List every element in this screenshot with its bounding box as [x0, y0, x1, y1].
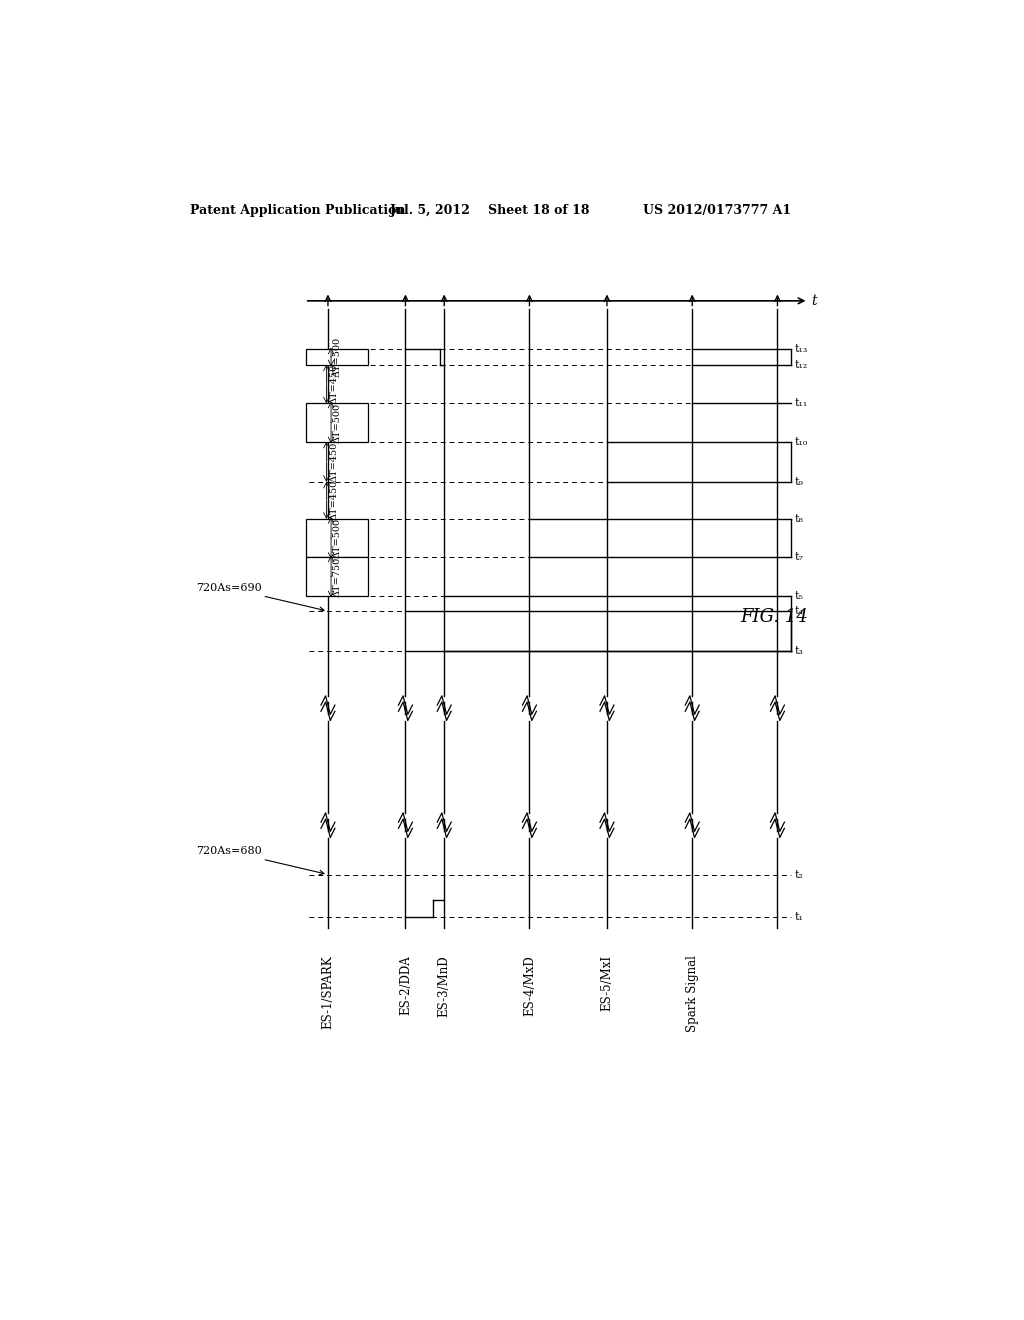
- Bar: [306, 557, 369, 595]
- Text: ΔT=450: ΔT=450: [330, 364, 339, 404]
- Text: ES-1/SPARK: ES-1/SPARK: [322, 956, 335, 1030]
- Text: Sheet 18 of 18: Sheet 18 of 18: [488, 205, 590, 218]
- Text: FIG. 14: FIG. 14: [740, 607, 808, 626]
- Text: ΔT=750: ΔT=750: [333, 557, 342, 597]
- Text: Jul. 5, 2012: Jul. 5, 2012: [390, 205, 471, 218]
- Text: t₁₂: t₁₂: [795, 360, 808, 370]
- Text: t₄: t₄: [795, 606, 804, 616]
- Text: ΔT=450: ΔT=450: [330, 480, 339, 520]
- Text: t₅: t₅: [795, 591, 804, 601]
- Text: ΔT=500: ΔT=500: [333, 403, 342, 442]
- Text: ΔT=500: ΔT=500: [333, 517, 342, 558]
- Text: ES-5/MxI: ES-5/MxI: [600, 956, 613, 1011]
- Text: t: t: [812, 294, 817, 308]
- Bar: [306, 519, 369, 557]
- Text: t₉: t₉: [795, 477, 804, 487]
- Text: t₃: t₃: [795, 647, 804, 656]
- Text: t₂: t₂: [795, 870, 804, 879]
- Bar: [306, 350, 369, 364]
- Text: t₈: t₈: [795, 513, 804, 524]
- Text: 720As=680: 720As=680: [197, 846, 324, 875]
- Text: US 2012/0173777 A1: US 2012/0173777 A1: [643, 205, 792, 218]
- Text: 720As=690: 720As=690: [197, 583, 324, 611]
- Text: t₁₃: t₁₃: [795, 345, 808, 354]
- Text: ES-4/MxD: ES-4/MxD: [523, 956, 536, 1016]
- Text: ES-2/DDA: ES-2/DDA: [399, 956, 412, 1015]
- Text: Spark Signal: Spark Signal: [686, 956, 698, 1032]
- Text: t₁: t₁: [795, 912, 804, 921]
- Text: ΔT=450: ΔT=450: [330, 442, 339, 482]
- Text: t₁₁: t₁₁: [795, 399, 808, 408]
- Text: ES-3/MnD: ES-3/MnD: [437, 956, 451, 1016]
- Text: Patent Application Publication: Patent Application Publication: [190, 205, 406, 218]
- Text: t₇: t₇: [795, 552, 804, 562]
- Text: ΔT=500: ΔT=500: [333, 337, 342, 378]
- Bar: [306, 404, 369, 442]
- Text: t₁₀: t₁₀: [795, 437, 808, 446]
